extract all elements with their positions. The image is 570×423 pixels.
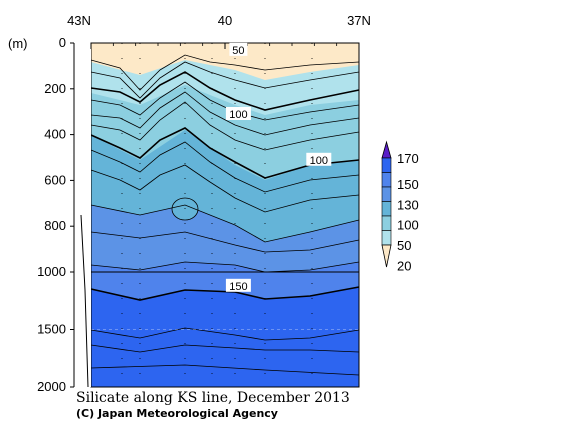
contour-line-9	[90, 204, 360, 243]
colorbar-segment-2	[381, 172, 392, 188]
contour-line-3	[90, 81, 360, 121]
colorbar-segment-5	[381, 215, 392, 231]
y-tick-label-2: 400	[44, 127, 66, 142]
y-axis-ticks: 0 200 400 600 800 1000 1500 2000	[37, 35, 74, 394]
contour-line-1	[90, 61, 360, 99]
contour-line-14	[90, 344, 360, 353]
x-axis-ticks: 43N 40 37N	[67, 13, 371, 49]
colorbar-label-0: 170	[397, 151, 419, 166]
y-tick-label-7: 2000	[37, 379, 66, 394]
contour-line-6	[90, 127, 360, 179]
colorbar-segment-1	[381, 157, 392, 173]
y-tick-label-1: 200	[44, 81, 66, 96]
chart-title: Silicate along KS line, December 2013	[76, 390, 350, 406]
x-tick-label-2: 37N	[347, 13, 371, 28]
contour-label-bg-1	[225, 106, 251, 120]
contour-line-5	[90, 101, 360, 151]
colorbar-segment-4	[381, 201, 392, 217]
contour-line-8	[90, 164, 360, 213]
colorbar-bottom-triangle	[381, 244, 392, 268]
contour-labels: 50 100 100 150	[225, 42, 332, 293]
contour-line-2	[90, 71, 360, 111]
contour-label-2: 100	[310, 155, 328, 167]
contour-label-bg-2	[306, 152, 332, 166]
colorbar-label-5: 20	[397, 258, 411, 273]
y-tick-label-4: 800	[44, 218, 66, 233]
contour-line-11	[90, 261, 360, 273]
contour-label-3: 150	[229, 281, 247, 293]
x-tick-label-1: 40	[218, 13, 232, 28]
y-tick-label-6: 1500	[37, 322, 66, 337]
y-axis-unit-label: (m)	[8, 36, 28, 51]
x-tick-label-0: 43N	[67, 13, 91, 28]
contour-line-13	[90, 327, 360, 341]
colorbar-top-triangle	[381, 140, 392, 159]
y-tick-label-3: 600	[44, 172, 66, 187]
bathymetry-wedge	[74, 43, 91, 387]
bathymetry-line	[80, 214, 89, 388]
colorbar-label-4: 50	[397, 238, 411, 253]
contour-label-0: 50	[232, 45, 244, 57]
contour-line-0	[90, 54, 360, 91]
contour-label-bg-0	[229, 42, 248, 56]
credit-text: (C) Japan Meteorological Agency	[76, 407, 278, 420]
y-tick-label-0: 0	[59, 35, 66, 50]
colorbar-label-3: 100	[397, 218, 419, 233]
contour-line-4	[90, 91, 360, 136]
contour-line-12	[90, 286, 360, 301]
contour-line-7	[90, 141, 360, 193]
contour-label-bg-3	[225, 278, 251, 292]
colorbar-segment-6	[381, 230, 392, 246]
contour-label-1: 100	[229, 109, 247, 121]
colorbar-segment-3	[381, 186, 392, 202]
colorbar-label-2: 130	[397, 197, 419, 212]
colorbar-label-1: 150	[397, 177, 419, 192]
color-band-6	[91, 287, 359, 387]
contour-line-15	[90, 364, 360, 376]
colorbar-legend: 170 150 130 100 50 20	[381, 140, 419, 273]
contour-lines	[90, 54, 360, 376]
y-tick-label-5: 1000	[37, 264, 66, 279]
